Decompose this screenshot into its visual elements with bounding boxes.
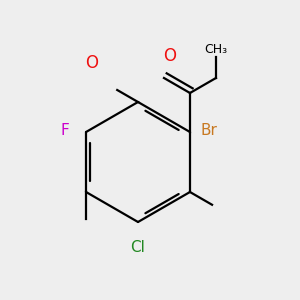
Text: O: O (163, 46, 176, 64)
Text: F: F (60, 123, 69, 138)
Text: Cl: Cl (130, 240, 146, 255)
Text: CH₃: CH₃ (204, 43, 227, 56)
Text: O: O (85, 54, 98, 72)
Text: Br: Br (200, 123, 217, 138)
